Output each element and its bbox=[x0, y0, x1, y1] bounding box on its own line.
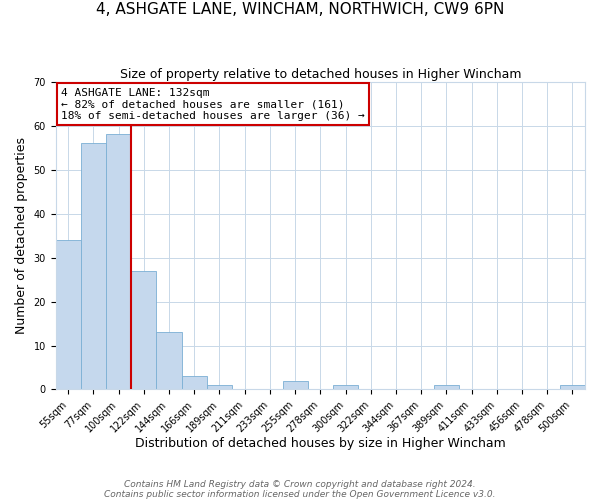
Bar bbox=[131, 271, 157, 390]
Bar bbox=[333, 385, 358, 390]
Bar bbox=[434, 385, 459, 390]
Bar bbox=[182, 376, 207, 390]
Text: 4, ASHGATE LANE, WINCHAM, NORTHWICH, CW9 6PN: 4, ASHGATE LANE, WINCHAM, NORTHWICH, CW9… bbox=[96, 2, 504, 18]
Bar bbox=[56, 240, 81, 390]
Bar bbox=[106, 134, 131, 390]
Text: Contains HM Land Registry data © Crown copyright and database right 2024.
Contai: Contains HM Land Registry data © Crown c… bbox=[104, 480, 496, 499]
Bar bbox=[560, 385, 585, 390]
Text: 4 ASHGATE LANE: 132sqm
← 82% of detached houses are smaller (161)
18% of semi-de: 4 ASHGATE LANE: 132sqm ← 82% of detached… bbox=[61, 88, 365, 121]
Y-axis label: Number of detached properties: Number of detached properties bbox=[15, 137, 28, 334]
X-axis label: Distribution of detached houses by size in Higher Wincham: Distribution of detached houses by size … bbox=[135, 437, 506, 450]
Bar bbox=[157, 332, 182, 390]
Bar bbox=[283, 380, 308, 390]
Bar bbox=[81, 143, 106, 390]
Title: Size of property relative to detached houses in Higher Wincham: Size of property relative to detached ho… bbox=[119, 68, 521, 80]
Bar bbox=[207, 385, 232, 390]
